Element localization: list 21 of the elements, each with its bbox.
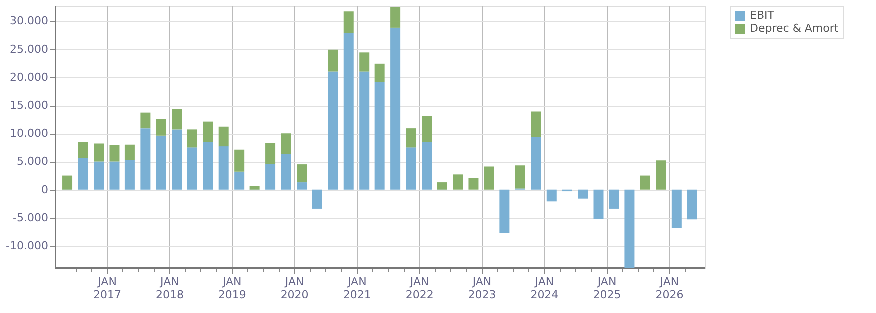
y-tick-label: 5.000: [17, 155, 48, 168]
legend-label: Deprec & Amort: [750, 22, 840, 35]
y-tick-label: 10.000: [10, 127, 48, 140]
y-tick-label: 0: [42, 183, 48, 196]
x-tick-label: JAN 2023: [468, 276, 496, 302]
x-tick-label: JAN 2021: [343, 276, 372, 302]
x-tick-label: JAN 2024: [530, 276, 559, 302]
x-tick-label: JAN 2017: [94, 276, 122, 302]
y-tick-label: 30.000: [10, 14, 48, 28]
y-tick-label: 25.000: [10, 42, 48, 56]
x-tick-label: JAN 2022: [406, 276, 434, 302]
y-tick-label: 20.000: [10, 70, 48, 84]
x-tick-label: JAN 2019: [218, 276, 246, 302]
x-tick-label: JAN 2020: [280, 276, 309, 302]
x-tick-label: JAN 2018: [156, 276, 184, 302]
x-tick-label: JAN 2026: [656, 276, 684, 302]
y-tick-label: 15.000: [10, 99, 48, 112]
x-tick-label: JAN 2025: [593, 276, 622, 302]
legend-label: EBIT: [750, 9, 775, 22]
y-tick-label: -5.000: [13, 211, 48, 224]
y-tick-label: -10.000: [6, 240, 48, 253]
